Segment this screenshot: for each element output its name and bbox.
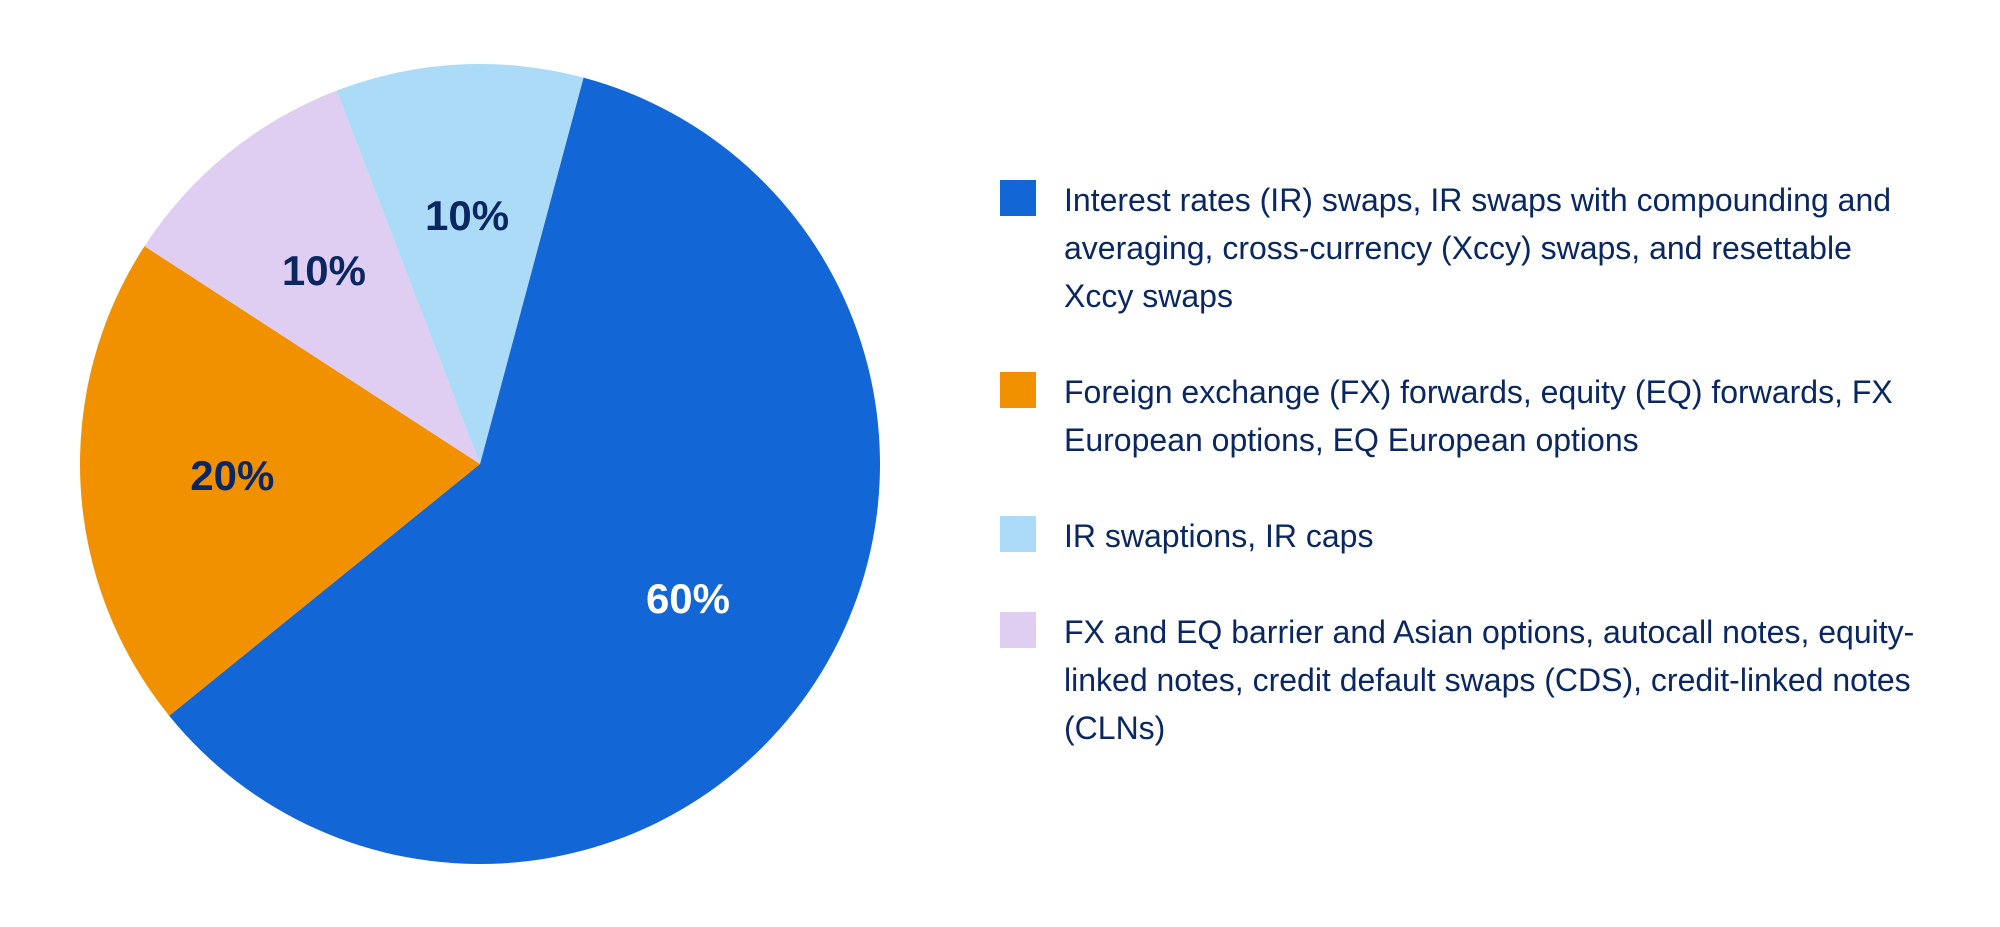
slice-label-fx-forwards: 20% — [190, 452, 274, 500]
legend-swatch-fx-barrier — [1000, 612, 1036, 648]
legend-item-ir-swaptions: IR swaptions, IR caps — [1000, 512, 1920, 560]
slice-label-fx-barrier: 10% — [282, 247, 366, 295]
legend-swatch-ir-swaps — [1000, 180, 1036, 216]
legend-item-ir-swaps: Interest rates (IR) swaps, IR swaps with… — [1000, 176, 1920, 320]
legend: Interest rates (IR) swaps, IR swaps with… — [1000, 176, 1920, 752]
legend-swatch-fx-forwards — [1000, 372, 1036, 408]
chart-container: 60% 20% 10% 10% Interest rates (IR) swaps, … — [80, 64, 1920, 864]
legend-item-fx-forwards: Foreign exchange (FX) forwards, equity (… — [1000, 368, 1920, 464]
pie-chart: 60% 20% 10% 10% — [80, 64, 880, 864]
slice-label-ir-swaps: 60% — [646, 575, 730, 623]
legend-text-ir-swaps: Interest rates (IR) swaps, IR swaps with… — [1064, 176, 1920, 320]
legend-item-fx-barrier: FX and EQ barrier and Asian options, aut… — [1000, 608, 1920, 752]
legend-text-fx-forwards: Foreign exchange (FX) forwards, equity (… — [1064, 368, 1920, 464]
legend-swatch-ir-swaptions — [1000, 516, 1036, 552]
slice-label-ir-swaptions: 10% — [425, 192, 509, 240]
legend-text-fx-barrier: FX and EQ barrier and Asian options, aut… — [1064, 608, 1920, 752]
legend-text-ir-swaptions: IR swaptions, IR caps — [1064, 512, 1373, 560]
